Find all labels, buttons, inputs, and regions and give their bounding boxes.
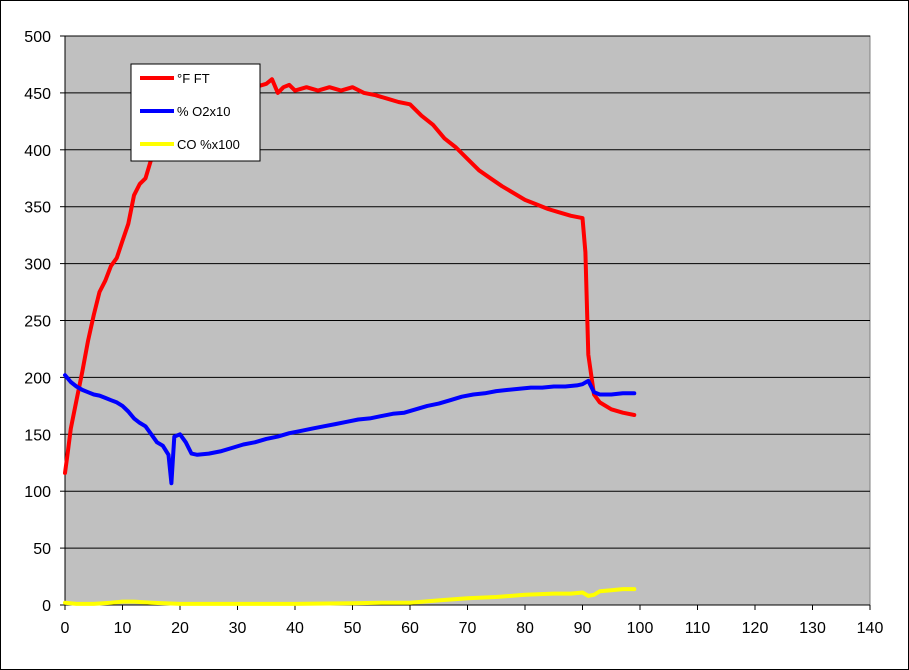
- y-tick-label: 300: [24, 257, 51, 274]
- x-tick-label: 60: [401, 620, 419, 637]
- series-line-1: [63, 373, 637, 486]
- x-tick-label: 120: [742, 620, 769, 637]
- x-tick-label: 50: [344, 620, 362, 637]
- y-tick-label: 0: [42, 598, 51, 615]
- y-tick-label: 150: [24, 427, 51, 444]
- gridlines: [60, 35, 871, 610]
- x-tick-label: 40: [286, 620, 304, 637]
- x-tick-label: 10: [114, 620, 132, 637]
- x-tick-label: 0: [61, 620, 70, 637]
- x-axis-tick-labels: 0 10 20 30 40 50 60 70 80 90 100 110 120 130 140: [61, 620, 884, 637]
- y-tick-label: 200: [24, 370, 51, 387]
- series-lines: [63, 77, 637, 606]
- y-tick-label: 350: [24, 200, 51, 217]
- x-tick-label: 70: [459, 620, 477, 637]
- x-tick-label: 140: [857, 620, 884, 637]
- x-tick-label: 90: [574, 620, 592, 637]
- y-axis-tick-labels: 0 50 100 150 200 250 300 350 400 450 500: [24, 29, 51, 615]
- y-tick-label: 450: [24, 86, 51, 103]
- series-line-0: [63, 77, 637, 475]
- y-tick-label: 400: [24, 143, 51, 160]
- legend-label-1: % O2x10: [177, 104, 230, 119]
- x-tick-label: 80: [516, 620, 534, 637]
- y-tick-label: 100: [24, 484, 51, 501]
- legend-label-2: CO %x100: [177, 137, 240, 152]
- y-tick-label: 250: [24, 314, 51, 331]
- legend-label-0: °F FT: [177, 71, 210, 86]
- x-tick-label: 30: [229, 620, 247, 637]
- y-tick-label: 500: [24, 29, 51, 46]
- x-tick-label: 110: [685, 620, 711, 637]
- y-tick-label: 50: [33, 541, 51, 558]
- x-tick-label: 130: [799, 620, 826, 637]
- x-tick-label: 100: [627, 620, 654, 637]
- legend: °F FT % O2x10 CO %x100: [130, 63, 261, 162]
- series-line-2: [63, 587, 637, 606]
- x-tick-label: 20: [171, 620, 189, 637]
